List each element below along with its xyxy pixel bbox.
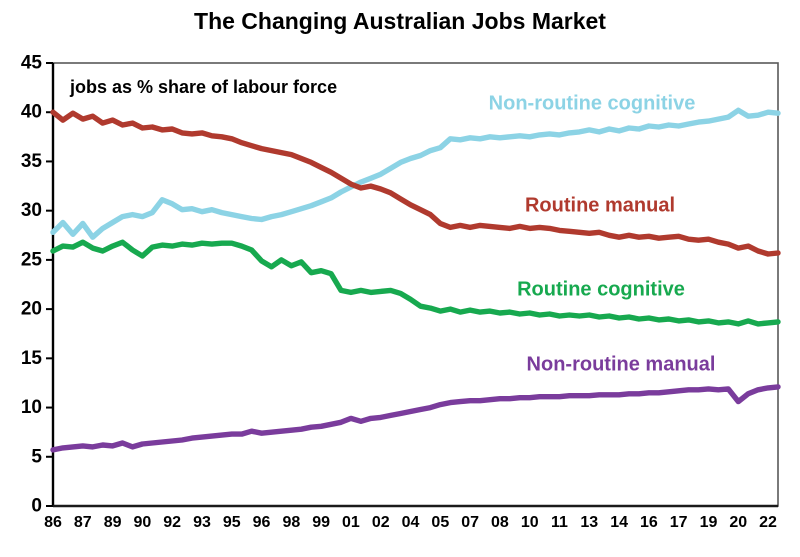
x-tick-label: 95 — [223, 514, 241, 531]
x-tick-label: 08 — [491, 514, 509, 531]
series-label-non-routine-cognitive: Non-routine cognitive — [488, 92, 696, 115]
chart-title: The Changing Australian Jobs Market — [194, 8, 606, 34]
y-tick-label: 30 — [21, 200, 42, 221]
chart-subtitle: jobs as % share of labour force — [70, 77, 338, 97]
x-tick-label: 89 — [104, 514, 122, 531]
series-label-non-routine-manual: Non-routine manual — [526, 353, 716, 376]
x-tick-label: 99 — [312, 514, 330, 531]
x-tick-label: 98 — [282, 514, 300, 531]
y-tick-label: 35 — [21, 151, 43, 172]
x-tick-label: 10 — [521, 514, 539, 531]
x-tick-label: 19 — [700, 514, 718, 531]
y-tick-label: 10 — [21, 397, 42, 418]
x-tick-label: 11 — [551, 514, 568, 531]
series-label-routine-manual: Routine manual — [524, 194, 676, 217]
y-tick-label: 15 — [21, 348, 43, 369]
x-tick-label: 20 — [729, 514, 747, 531]
y-tick-label: 25 — [21, 249, 43, 270]
x-tick-label: 22 — [759, 514, 777, 531]
x-tick-label: 17 — [670, 514, 688, 531]
y-tick-label: 0 — [31, 496, 42, 517]
x-tick-label: 16 — [640, 514, 658, 531]
y-tick-label: 45 — [21, 53, 43, 74]
series-label-routine-cognitive: Routine cognitive — [517, 278, 685, 301]
series-line-non-routine-cognitive — [50, 107, 781, 240]
series-line-routine-manual — [50, 109, 781, 257]
x-tick-label: 13 — [580, 514, 598, 531]
y-tick-label: 20 — [21, 299, 42, 320]
x-tick-label: 93 — [193, 514, 211, 531]
x-tick-label: 87 — [74, 514, 92, 531]
series-line-non-routine-manual — [50, 384, 781, 453]
x-tick-label: 07 — [461, 514, 479, 531]
y-tick-label: 40 — [21, 102, 42, 123]
x-tick-label: 05 — [431, 514, 449, 531]
x-tick-label: 04 — [402, 514, 420, 531]
series-line-routine-cognitive — [50, 239, 781, 327]
x-tick-label: 02 — [372, 514, 390, 531]
x-tick-label: 01 — [342, 514, 360, 531]
x-tick-label: 96 — [253, 514, 271, 531]
x-tick-label: 86 — [44, 514, 62, 531]
x-tick-label: 14 — [610, 514, 628, 531]
y-tick-label: 5 — [31, 446, 42, 467]
x-tick-label: 90 — [133, 514, 151, 531]
x-tick-label: 92 — [163, 514, 181, 531]
